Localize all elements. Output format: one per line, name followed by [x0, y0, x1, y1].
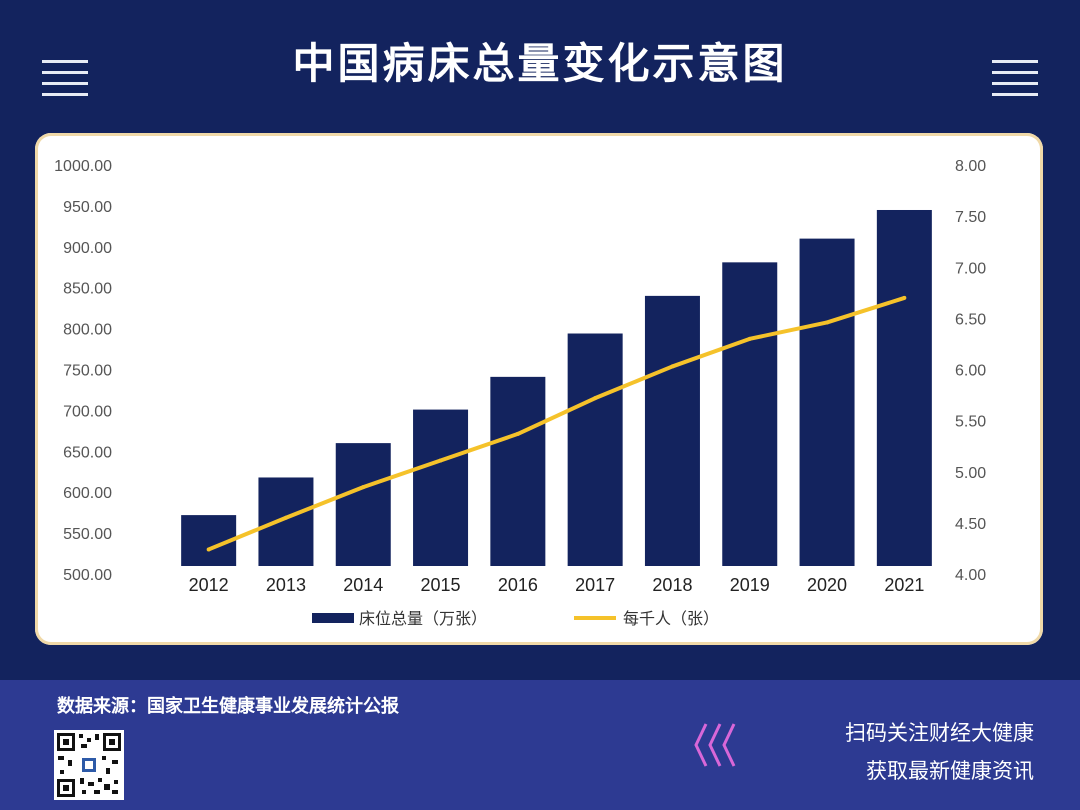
line-point: [438, 458, 443, 463]
bar: [644, 295, 700, 566]
data-source-text: 数据来源：国家卫生健康事业发展统计公报: [57, 696, 399, 717]
bar: [722, 262, 778, 566]
y-left-tick-label: 750.00: [63, 363, 112, 380]
follow-line-1: 扫码关注财经大健康: [845, 721, 1034, 745]
legend-label: 每千人（张）: [623, 609, 719, 628]
page-title: 中国病床总量变化示意图: [292, 39, 788, 88]
y-right-tick-label: 7.00: [955, 260, 986, 277]
y-right-tick-label: 6.00: [955, 363, 986, 380]
bar: [876, 209, 932, 566]
x-tick-label: 2021: [884, 575, 924, 595]
line-point: [361, 485, 366, 490]
bar: [335, 443, 391, 566]
bar: [258, 477, 314, 566]
y-right-tick-label: 4.50: [955, 516, 986, 533]
y-left-tick-label: 600.00: [63, 485, 112, 502]
follow-line-2: 获取最新健康资讯: [866, 759, 1034, 783]
x-tick-label: 2020: [807, 575, 847, 595]
legend-swatch-bar: [312, 613, 354, 623]
follow-text: 扫码关注财经大健康 获取最新健康资讯: [845, 714, 1034, 790]
line-point: [206, 547, 211, 552]
line-point: [747, 336, 752, 341]
y-left-tick-label: 900.00: [63, 240, 112, 257]
triple-chevron-left-icon: [694, 723, 736, 767]
x-tick-label: 2017: [575, 575, 615, 595]
y-left-tick-label: 950.00: [63, 199, 112, 216]
y-right-tick-label: 7.50: [955, 209, 986, 226]
menu-lines-icon: [42, 60, 88, 96]
x-tick-label: 2016: [498, 575, 538, 595]
y-left-tick-label: 850.00: [63, 281, 112, 298]
x-tick-label: 2013: [266, 575, 306, 595]
y-left-tick-label: 500.00: [63, 567, 112, 584]
line-point: [670, 364, 675, 369]
x-tick-label: 2012: [189, 575, 229, 595]
y-right-tick-label: 5.00: [955, 465, 986, 482]
y-left-tick-label: 650.00: [63, 444, 112, 461]
bar: [799, 238, 855, 566]
x-tick-label: 2018: [652, 575, 692, 595]
bed-chart: 500.00 550.00 600.00 650.00 700.00 750.00 800.…: [54, 158, 986, 628]
line-point: [825, 320, 830, 325]
x-tick-label: 2014: [343, 575, 383, 595]
line-point: [902, 295, 907, 300]
qr-code-icon[interactable]: [54, 730, 124, 800]
bar: [413, 409, 469, 566]
y-left-tick-label: 1000.00: [54, 158, 112, 175]
line-point: [593, 396, 598, 401]
footer-bar: [0, 680, 1080, 810]
line-point: [283, 515, 288, 520]
x-tick-label: 2019: [730, 575, 770, 595]
y-left-tick-label: 550.00: [63, 526, 112, 543]
legend-label: 床位总量（万张）: [359, 609, 487, 628]
y-left-tick-label: 700.00: [63, 403, 112, 420]
y-right-tick-label: 5.50: [955, 414, 986, 431]
bar: [567, 333, 623, 566]
series-line: [207, 296, 905, 552]
y-left-tick-label: 800.00: [63, 322, 112, 339]
y-right-tick-label: 4.00: [955, 567, 986, 584]
line-point: [515, 431, 520, 436]
y-right-tick-label: 6.50: [955, 311, 986, 328]
y-right-tick-label: 8.00: [955, 158, 986, 175]
chart-card: 500.00 550.00 600.00 650.00 700.00 750.00 800.…: [35, 133, 1043, 645]
menu-lines-icon: [992, 60, 1038, 96]
bar: [490, 376, 546, 566]
x-tick-label: 2015: [421, 575, 461, 595]
